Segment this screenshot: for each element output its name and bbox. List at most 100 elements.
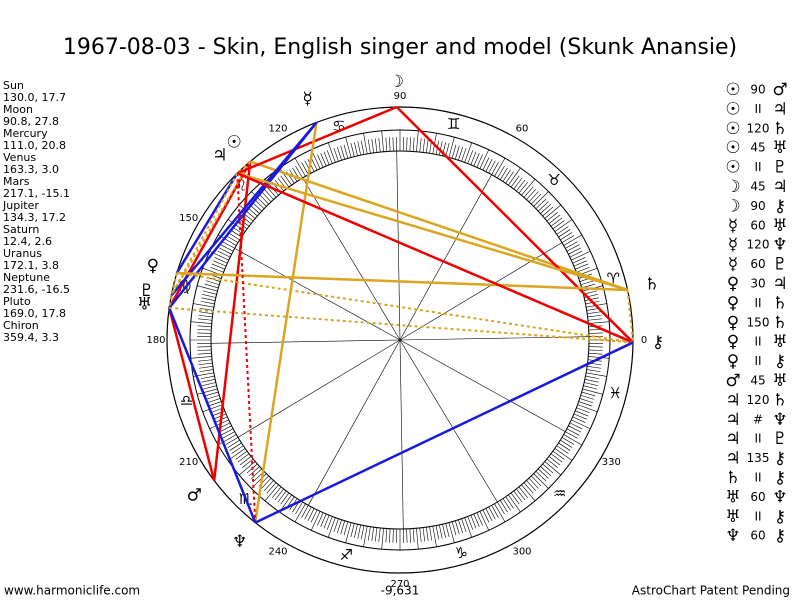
degree-label: 210: [179, 457, 198, 468]
degree-label: 120: [268, 124, 287, 135]
aspect-from: ♅: [725, 507, 740, 527]
ring-tick: [550, 453, 563, 463]
ring-tick: [445, 142, 450, 157]
aspect-from: ♃: [725, 449, 740, 469]
ring-tick: [310, 511, 321, 531]
ring-tick: [502, 498, 511, 511]
ring-tick: [482, 157, 490, 171]
ring-tick: [505, 171, 514, 184]
ring-tick: [374, 138, 378, 153]
ring-tick: [451, 144, 457, 159]
aspect-to: ♃: [772, 99, 787, 119]
ring-tick: [198, 311, 213, 314]
sign-glyph: ♒: [553, 485, 566, 503]
aspect-line: [236, 172, 634, 344]
planet-glyph: ♅: [137, 295, 152, 315]
ring-tick: [502, 169, 511, 182]
ring-tick: [488, 160, 496, 174]
aspect-type: 120: [747, 393, 770, 407]
ring-tick: [197, 329, 212, 331]
ring-tick: [350, 142, 355, 157]
degree-label: 240: [268, 546, 287, 557]
ring-tick: [323, 515, 330, 529]
ring-tick: [476, 154, 483, 168]
ring-tick: [546, 458, 558, 468]
ring-tick: [197, 285, 218, 292]
ring-tick: [556, 445, 569, 454]
ring-tick: [569, 250, 583, 258]
aspect-from: ☿: [728, 255, 738, 275]
ring-tick: [416, 528, 419, 550]
aspect-type: 45: [750, 374, 765, 388]
ring-tick: [419, 527, 422, 542]
ring-tick: [266, 482, 277, 494]
ring-tick: [419, 138, 422, 153]
aspect-line: [254, 341, 634, 524]
ring-tick: [389, 528, 391, 543]
ring-tick: [385, 137, 388, 152]
planet-glyph: ♇: [139, 281, 154, 301]
aspect-to: ⚷: [774, 196, 786, 216]
ring-tick: [340, 145, 346, 160]
ring-tick: [261, 478, 272, 489]
ring-tick: [571, 250, 591, 261]
ring-tick: [326, 150, 333, 164]
planet-position: 163.3, 3.0: [3, 163, 59, 176]
ring-tick: [588, 352, 603, 355]
ring-tick: [577, 404, 598, 413]
spoke: [308, 339, 401, 506]
ring-tick: [294, 157, 306, 177]
ring-tick: [586, 369, 601, 373]
ring-tick: [205, 394, 220, 400]
ring-tick: [422, 138, 426, 153]
aspect-type: II: [754, 509, 761, 523]
ring-tick: [510, 175, 520, 188]
aspect-type: 90: [750, 199, 765, 213]
ring-tick: [485, 508, 493, 522]
aspect-line: [168, 307, 257, 524]
aspect-type: #: [753, 412, 763, 426]
ring-tick: [587, 366, 602, 369]
aspect-from: ☉: [725, 99, 740, 119]
ring-tick: [576, 407, 590, 414]
aspect-type: 150: [747, 315, 770, 329]
spoke: [399, 242, 563, 341]
ring-tick: [476, 512, 483, 526]
ring-tick: [198, 318, 213, 321]
ring-tick: [499, 500, 508, 513]
ring-tick: [479, 149, 490, 169]
ring-tick: [242, 458, 254, 468]
ring-tick: [193, 303, 214, 308]
ring-tick: [333, 518, 339, 533]
ring-tick: [274, 488, 284, 501]
ring-tick: [566, 428, 580, 436]
ring-tick: [301, 162, 309, 175]
ring-tick: [197, 388, 218, 395]
ring-tick: [521, 178, 536, 196]
ring-tick: [435, 525, 440, 540]
ring-tick: [248, 466, 260, 477]
aspect-to: ♄: [772, 313, 787, 333]
ring-tick: [345, 522, 352, 543]
degree-label: 270: [390, 579, 409, 590]
ring-tick: [385, 528, 388, 543]
ring-tick: [326, 516, 333, 530]
ring-tick: [205, 280, 220, 286]
ring-tick: [578, 401, 593, 407]
ring-tick: [197, 325, 212, 328]
ring-tick: [528, 478, 539, 489]
ring-tick: [279, 167, 292, 186]
planet-name: Saturn: [3, 223, 39, 236]
ring-tick: [209, 419, 229, 430]
ring-tick: [563, 434, 583, 446]
aspect-type: II: [754, 471, 761, 485]
aspect-line: [249, 160, 628, 292]
aspect-from: ♀: [727, 274, 739, 294]
ring-tick: [294, 503, 306, 523]
ring-tick: [464, 142, 473, 163]
ring-tick: [354, 524, 358, 538]
ring-tick: [412, 528, 415, 543]
ring-tick: [217, 434, 237, 446]
ring-tick: [310, 509, 318, 523]
ring-tick: [508, 494, 521, 513]
